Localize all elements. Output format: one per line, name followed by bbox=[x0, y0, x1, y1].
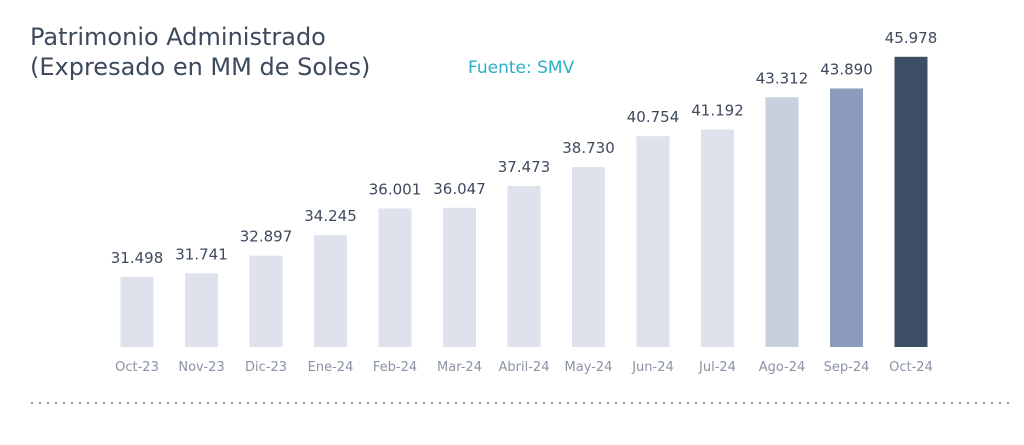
chart-title-block: Patrimonio Administrado (Expresado en MM… bbox=[30, 22, 370, 82]
chart-source: Fuente: SMV bbox=[468, 58, 575, 78]
category-label: Abril-24 bbox=[499, 360, 550, 375]
bar-Dic-23 bbox=[249, 255, 283, 347]
bar-May-24 bbox=[572, 167, 605, 347]
value-label: 34.245 bbox=[304, 207, 357, 225]
category-label: May-24 bbox=[565, 360, 613, 375]
value-label: 36.047 bbox=[433, 180, 486, 198]
bar-Sep-24 bbox=[830, 88, 863, 347]
value-label: 40.754 bbox=[627, 108, 680, 126]
value-label: 43.312 bbox=[756, 69, 809, 87]
chart-subtitle: (Expresado en MM de Soles) bbox=[30, 53, 371, 81]
category-label: Nov-23 bbox=[178, 360, 224, 375]
category-label: Ene-24 bbox=[308, 360, 354, 375]
category-label: Feb-24 bbox=[373, 360, 417, 375]
bars-layer: 31.498 Oct-23 31.741 Nov-23 32.897 Dic-23 34.2… bbox=[111, 29, 938, 375]
bar-Abril-24 bbox=[507, 186, 541, 347]
bar-Feb-24 bbox=[378, 208, 412, 347]
category-label: Sep-24 bbox=[824, 360, 870, 375]
bar-Ago-24 bbox=[765, 97, 799, 347]
category-label: Oct-24 bbox=[889, 360, 933, 375]
bar-Oct-23 bbox=[120, 277, 154, 347]
chart-title: Patrimonio Administrado bbox=[30, 23, 326, 51]
category-label: Mar-24 bbox=[437, 360, 482, 375]
bar-Oct-24 bbox=[894, 56, 928, 348]
bar-Ene-24 bbox=[314, 235, 347, 347]
value-label: 31.498 bbox=[111, 249, 164, 267]
bar-Jul-24 bbox=[701, 129, 734, 347]
category-label: Ago-24 bbox=[759, 360, 806, 375]
bar-Jun-24 bbox=[636, 136, 670, 347]
category-label: Jul-24 bbox=[698, 360, 736, 375]
category-label: Dic-23 bbox=[245, 360, 287, 375]
bar-Mar-24 bbox=[443, 207, 476, 347]
value-label: 37.473 bbox=[498, 158, 551, 176]
value-label: 31.741 bbox=[175, 245, 228, 263]
value-label: 32.897 bbox=[240, 228, 293, 246]
category-label: Jun-24 bbox=[631, 360, 674, 375]
dotted-divider bbox=[28, 402, 1013, 404]
category-label: Oct-23 bbox=[115, 360, 159, 375]
value-label: 41.192 bbox=[691, 102, 744, 120]
value-label: 36.001 bbox=[369, 181, 422, 199]
value-label: 38.730 bbox=[562, 139, 615, 157]
bar-Nov-23 bbox=[185, 273, 218, 347]
value-label: 45.978 bbox=[885, 29, 938, 47]
value-label: 43.890 bbox=[820, 61, 873, 79]
